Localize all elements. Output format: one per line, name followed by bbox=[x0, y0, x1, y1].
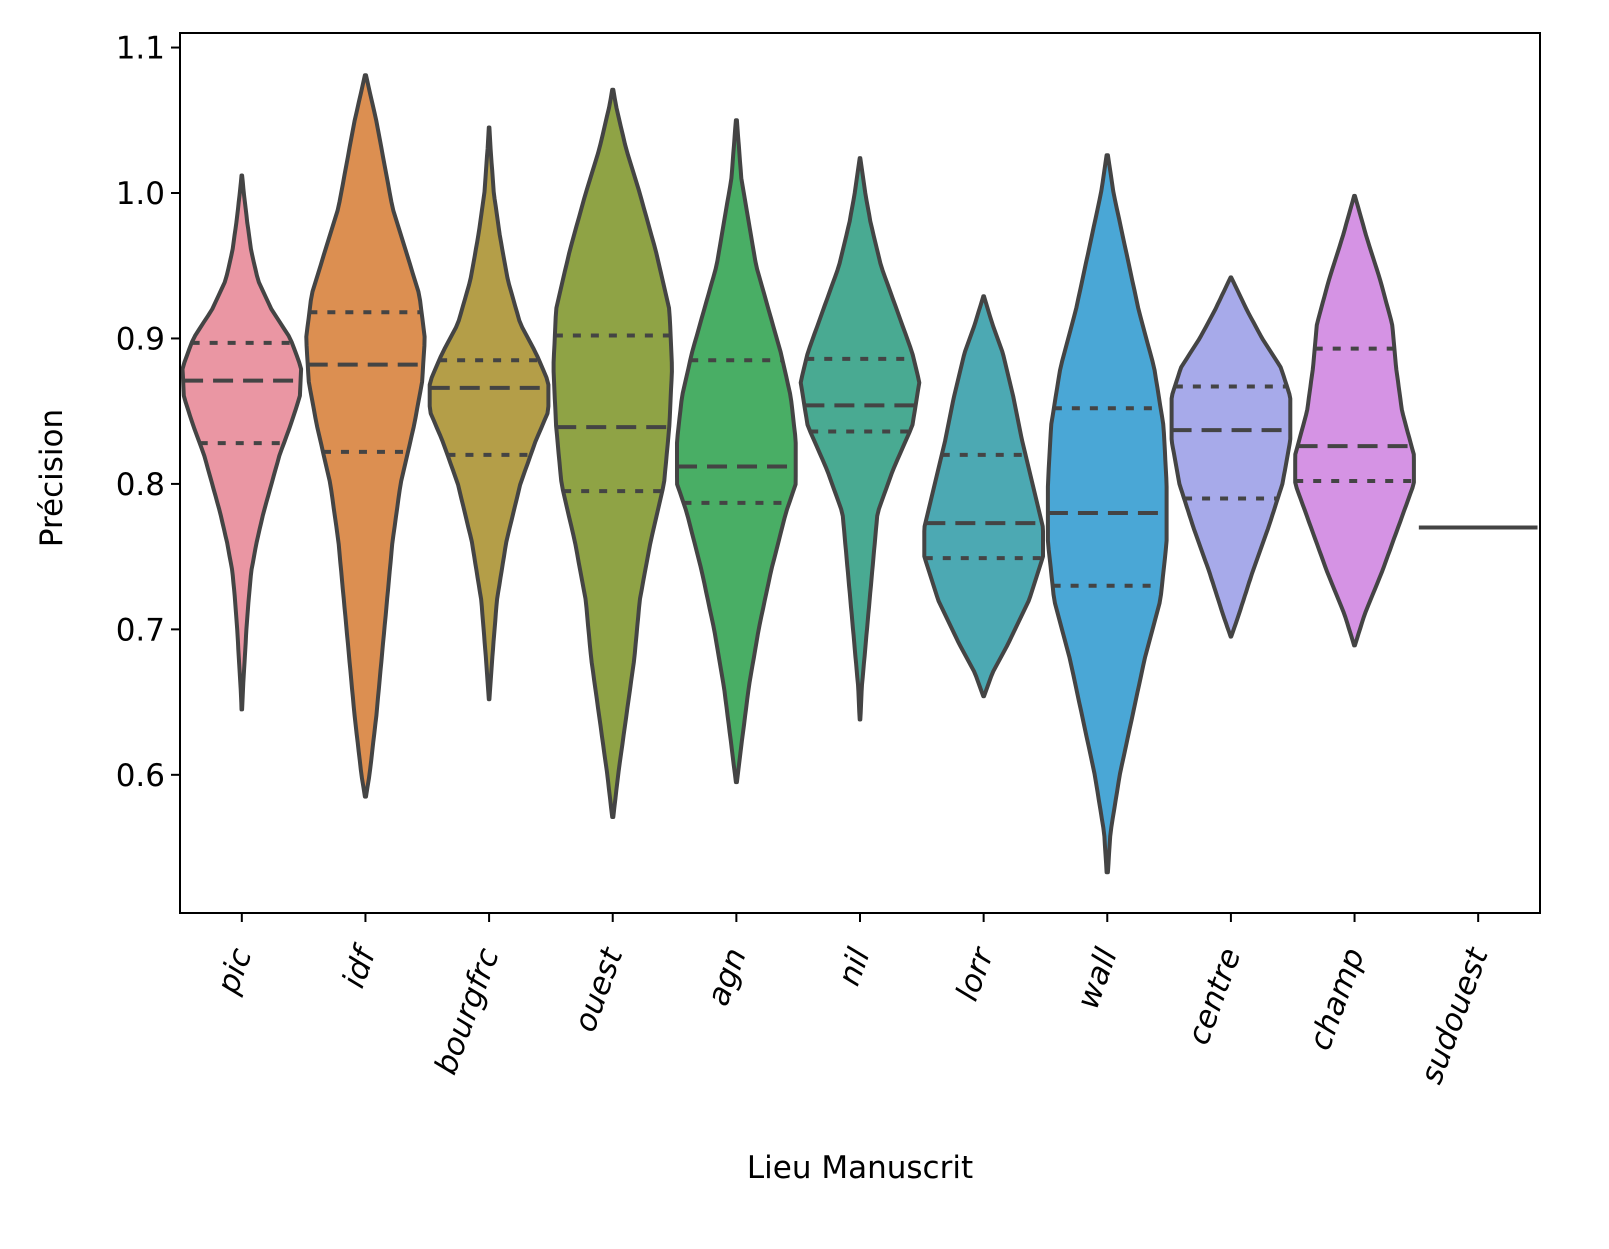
x-tick-label-nil: nil bbox=[831, 943, 878, 990]
x-tick-label-pic: pic bbox=[210, 943, 260, 999]
violin-nil bbox=[798, 156, 922, 722]
violin-wall bbox=[1045, 153, 1169, 875]
violin-champ bbox=[1293, 193, 1416, 648]
violin-lorr bbox=[922, 294, 1045, 699]
violin-ouest bbox=[551, 87, 674, 819]
y-tick-label: 0.9 bbox=[116, 321, 165, 357]
x-tick-label-ouest: ouest bbox=[567, 942, 631, 1037]
x-tick-label-centre: centre bbox=[1180, 943, 1248, 1049]
violin-bourgfrc bbox=[427, 125, 551, 702]
y-tick-label: 0.6 bbox=[116, 758, 165, 794]
x-tick-label-sudouest: sudouest bbox=[1413, 942, 1496, 1089]
y-tick-label: 0.8 bbox=[116, 467, 165, 503]
y-tick-label: 1.0 bbox=[116, 176, 165, 212]
y-tick-label: 1.1 bbox=[116, 31, 165, 67]
x-axis: pic idf bourgfrc ouest agn nil lorr wall centre c… bbox=[210, 913, 1496, 1089]
x-tick-label-agn: agn bbox=[700, 943, 754, 1010]
x-tick-label-bourgfrc: bourgfrc bbox=[428, 943, 507, 1079]
x-tick-label-idf: idf bbox=[336, 940, 385, 993]
quartile-lines-layer bbox=[183, 310, 1414, 588]
violin-centre bbox=[1169, 275, 1293, 639]
x-axis-title: Lieu Manuscrit bbox=[747, 1150, 973, 1186]
x-tick-label-champ: champ bbox=[1302, 943, 1372, 1055]
violin-idf bbox=[304, 73, 427, 799]
x-tick-label-wall: wall bbox=[1070, 943, 1125, 1014]
y-axis-title: Précision bbox=[34, 409, 70, 547]
y-axis: 0.6 0.7 0.8 0.9 1.0 1.1 bbox=[116, 31, 180, 794]
y-tick-label: 0.7 bbox=[116, 612, 165, 648]
violin-agn bbox=[675, 118, 798, 785]
x-tick-label-lorr: lorr bbox=[949, 941, 1002, 1005]
violin-layer bbox=[180, 73, 1538, 875]
